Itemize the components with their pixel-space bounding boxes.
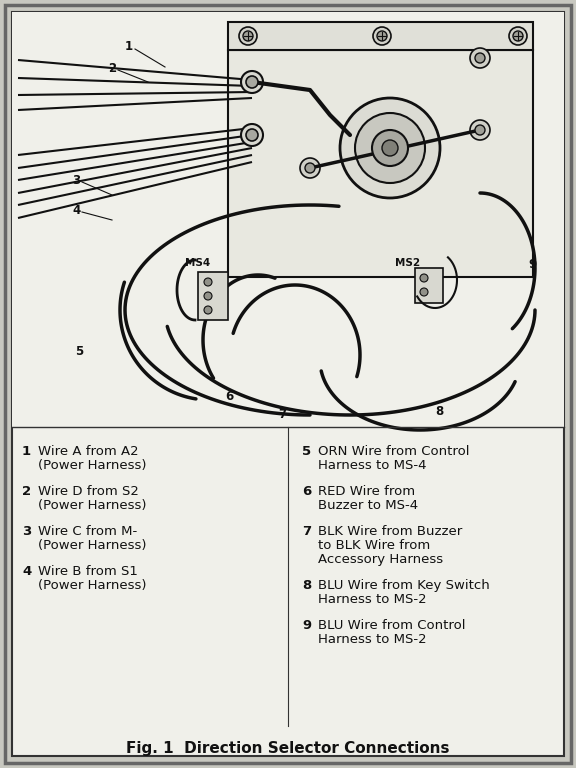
Text: Harness to MS-2: Harness to MS-2 xyxy=(318,593,427,606)
Text: 2: 2 xyxy=(22,485,31,498)
Circle shape xyxy=(377,31,387,41)
Text: (Power Harness): (Power Harness) xyxy=(38,579,146,592)
Bar xyxy=(415,268,443,303)
Bar xyxy=(12,12,564,427)
Text: (Power Harness): (Power Harness) xyxy=(38,459,146,472)
Text: 4: 4 xyxy=(72,204,80,217)
Circle shape xyxy=(470,120,490,140)
Text: Wire B from S1: Wire B from S1 xyxy=(38,565,138,578)
Text: Wire A from A2: Wire A from A2 xyxy=(38,445,139,458)
Circle shape xyxy=(246,76,258,88)
Text: (Power Harness): (Power Harness) xyxy=(38,539,146,552)
Circle shape xyxy=(300,158,320,178)
Text: 6: 6 xyxy=(302,485,311,498)
Text: 9: 9 xyxy=(302,619,311,632)
Text: 1: 1 xyxy=(22,445,31,458)
Text: Wire D from S2: Wire D from S2 xyxy=(38,485,139,498)
Circle shape xyxy=(239,27,257,45)
Text: (Power Harness): (Power Harness) xyxy=(38,499,146,512)
Text: 2: 2 xyxy=(108,61,116,74)
Circle shape xyxy=(475,53,485,63)
Text: 5: 5 xyxy=(302,445,311,458)
Text: 5: 5 xyxy=(75,345,84,358)
Text: 3: 3 xyxy=(72,174,80,187)
Text: Wire C from M-: Wire C from M- xyxy=(38,525,137,538)
Text: 9: 9 xyxy=(528,258,536,271)
Text: Fig. 1  Direction Selector Connections: Fig. 1 Direction Selector Connections xyxy=(126,740,450,756)
Circle shape xyxy=(509,27,527,45)
Text: 7: 7 xyxy=(302,525,311,538)
Text: 8: 8 xyxy=(435,405,444,418)
Text: Harness to MS-4: Harness to MS-4 xyxy=(318,459,426,472)
Text: MS2: MS2 xyxy=(395,258,420,268)
Text: 4: 4 xyxy=(22,565,31,578)
Circle shape xyxy=(246,129,258,141)
Text: 6: 6 xyxy=(225,390,233,403)
Circle shape xyxy=(241,71,263,93)
Text: BLU Wire from Key Switch: BLU Wire from Key Switch xyxy=(318,579,490,592)
Text: RED Wire from: RED Wire from xyxy=(318,485,415,498)
Bar xyxy=(228,22,533,50)
Text: 7: 7 xyxy=(278,408,286,421)
Bar xyxy=(198,272,228,320)
Text: BLK Wire from Buzzer: BLK Wire from Buzzer xyxy=(318,525,463,538)
Circle shape xyxy=(372,130,408,166)
Text: 8: 8 xyxy=(302,579,311,592)
Circle shape xyxy=(382,140,398,156)
Circle shape xyxy=(373,27,391,45)
Circle shape xyxy=(204,278,212,286)
Text: Buzzer to MS-4: Buzzer to MS-4 xyxy=(318,499,418,512)
Circle shape xyxy=(204,306,212,314)
Text: ORN Wire from Control: ORN Wire from Control xyxy=(318,445,469,458)
Circle shape xyxy=(243,31,253,41)
Text: 1: 1 xyxy=(125,41,133,54)
Circle shape xyxy=(420,288,428,296)
Text: to BLK Wire from: to BLK Wire from xyxy=(318,539,430,552)
Text: MS4: MS4 xyxy=(185,258,210,268)
Bar xyxy=(228,50,533,277)
Text: Harness to MS-2: Harness to MS-2 xyxy=(318,633,427,646)
Circle shape xyxy=(355,113,425,183)
Text: BLU Wire from Control: BLU Wire from Control xyxy=(318,619,465,632)
Circle shape xyxy=(420,274,428,282)
Circle shape xyxy=(340,98,440,198)
Circle shape xyxy=(470,48,490,68)
Circle shape xyxy=(475,125,485,135)
Circle shape xyxy=(241,124,263,146)
Circle shape xyxy=(204,292,212,300)
Text: 3: 3 xyxy=(22,525,31,538)
Text: Accessory Harness: Accessory Harness xyxy=(318,553,443,566)
Circle shape xyxy=(513,31,523,41)
Circle shape xyxy=(305,163,315,173)
